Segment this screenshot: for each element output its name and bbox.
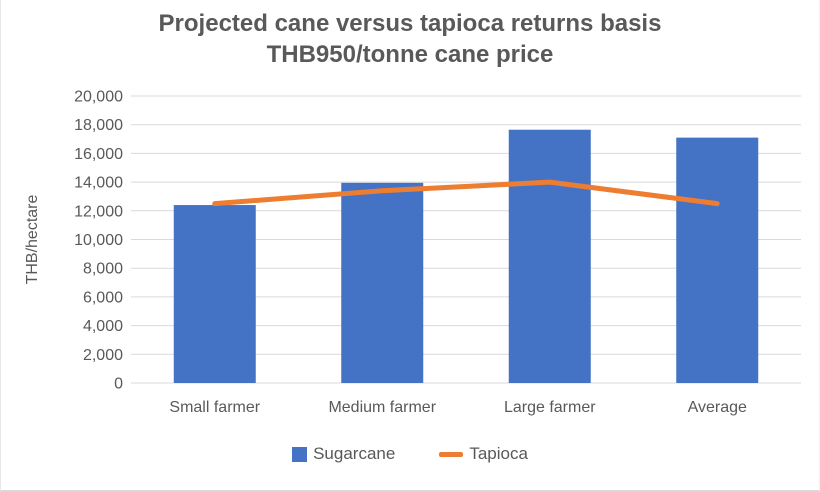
chart-title-line-2: THB950/tonne cane price — [266, 41, 554, 69]
bar-sugarcane-0 — [173, 205, 256, 383]
legend-label: Sugarcane — [313, 444, 396, 463]
chart-title-line-1: Projected cane versus tapioca returns ba… — [158, 10, 662, 37]
legend-swatch-sugarcane — [292, 446, 308, 462]
y-axis-title: THB/hectare — [24, 194, 41, 284]
x-category-label: Small farmer — [169, 399, 260, 416]
y-tick-label: 2,000 — [83, 347, 123, 364]
x-category-label: Medium farmer — [328, 399, 436, 416]
y-tick-label: 14,000 — [74, 175, 123, 192]
legend-swatch-tapioca — [439, 451, 464, 457]
y-tick-label: 20,000 — [74, 89, 123, 106]
y-tick-label: 8,000 — [83, 261, 123, 278]
legend-label: Tapioca — [469, 444, 528, 463]
bar-sugarcane-3 — [676, 137, 759, 383]
y-tick-label: 4,000 — [83, 318, 123, 335]
y-tick-label: 0 — [114, 376, 123, 393]
y-tick-label: 18,000 — [74, 117, 123, 134]
y-tick-label: 12,000 — [74, 203, 123, 220]
legend-item-sugarcane: Sugarcane — [292, 444, 395, 464]
legend-item-tapioca: Tapioca — [439, 444, 528, 464]
bar-sugarcane-2 — [508, 129, 591, 383]
bar-sugarcane-1 — [341, 182, 424, 383]
x-category-label: Average — [688, 399, 747, 416]
y-tick-label: 10,000 — [74, 232, 123, 249]
x-category-label: Large farmer — [504, 399, 596, 416]
line-tapioca — [212, 179, 720, 207]
legend: Sugarcane Tapioca — [1, 444, 819, 464]
y-tick-label: 6,000 — [83, 289, 123, 306]
y-tick-label: 16,000 — [74, 146, 123, 163]
chart-title: Projected cane versus tapioca returns ba… — [1, 8, 819, 70]
